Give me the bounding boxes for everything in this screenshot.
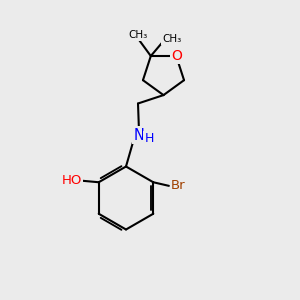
Text: N: N <box>134 128 144 142</box>
Text: HO: HO <box>61 174 82 187</box>
Text: O: O <box>171 49 182 63</box>
Text: CH₃: CH₃ <box>162 34 182 44</box>
Text: CH₃: CH₃ <box>128 30 148 40</box>
Text: H: H <box>144 132 154 146</box>
Text: Br: Br <box>171 179 185 192</box>
